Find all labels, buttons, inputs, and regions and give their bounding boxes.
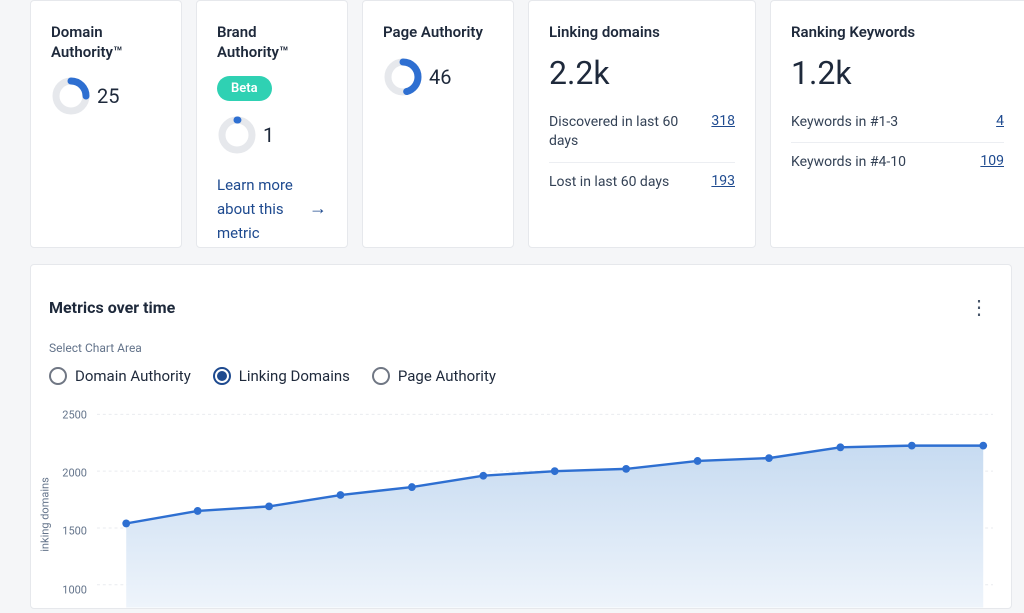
metrics-cards-row: Domain Authority™ 25 Brand Authority™ Be… xyxy=(0,0,1024,264)
metric-sub-row: Lost in last 60 days 193 xyxy=(549,163,735,203)
radio-icon xyxy=(213,367,231,385)
radio-icon xyxy=(49,367,67,385)
card-title: Page Authority xyxy=(383,23,493,43)
chart-svg xyxy=(97,403,993,608)
chart-radio-option[interactable]: Domain Authority xyxy=(49,367,191,385)
donut-chart xyxy=(51,76,91,116)
card-title: Brand Authority™ xyxy=(217,23,327,62)
y-tick-label: 1000 xyxy=(37,583,97,596)
sub-label: Keywords in #1-3 xyxy=(791,113,921,133)
sub-value-link[interactable]: 4 xyxy=(996,113,1004,129)
card-brand-authority: Brand Authority™ Beta 1 Learn more about… xyxy=(196,0,348,248)
donut-chart xyxy=(383,57,423,97)
panel-header: Metrics over time ⋮ xyxy=(49,291,993,323)
chart-radio-option[interactable]: Linking Domains xyxy=(213,367,350,385)
metric-value: 1.2k xyxy=(791,57,1004,89)
learn-more-text: Learn more about this metric xyxy=(217,173,295,245)
radio-icon xyxy=(372,367,390,385)
donut-metric: 46 xyxy=(383,57,493,97)
more-options-icon[interactable]: ⋮ xyxy=(965,291,993,323)
chart-selector: Domain Authority Linking Domains Page Auth… xyxy=(49,367,993,385)
metric-value: 25 xyxy=(97,84,119,108)
sub-label: Discovered in last 60 days xyxy=(549,113,679,152)
donut-chart xyxy=(217,115,257,155)
metric-sub-row: Keywords in #4-10 109 xyxy=(791,143,1004,183)
y-axis-label: inking domains xyxy=(39,477,52,552)
radio-label: Page Authority xyxy=(398,367,496,385)
select-chart-label: Select Chart Area xyxy=(49,341,993,355)
card-domain-authority: Domain Authority™ 25 xyxy=(30,0,182,248)
card-linking-domains: Linking domains 2.2k Discovered in last … xyxy=(528,0,756,248)
arrow-right-icon: → xyxy=(309,195,327,224)
chart-radio-option[interactable]: Page Authority xyxy=(372,367,496,385)
sub-label: Keywords in #4-10 xyxy=(791,153,921,173)
card-page-authority: Page Authority 46 xyxy=(362,0,514,248)
learn-more-link[interactable]: Learn more about this metric → xyxy=(217,173,327,245)
metric-value: 2.2k xyxy=(549,57,735,89)
card-title: Domain Authority™ xyxy=(51,23,161,62)
card-title: Ranking Keywords xyxy=(791,23,1004,43)
sub-value-link[interactable]: 109 xyxy=(980,153,1004,169)
metrics-over-time-panel: Metrics over time ⋮ Select Chart Area Do… xyxy=(30,264,1012,609)
metric-sub-row: Discovered in last 60 days 318 xyxy=(549,103,735,163)
sub-value-link[interactable]: 193 xyxy=(711,173,735,189)
panel-title: Metrics over time xyxy=(49,298,175,317)
radio-label: Domain Authority xyxy=(75,367,191,385)
card-ranking-keywords: Ranking Keywords 1.2k Keywords in #1-34K… xyxy=(770,0,1024,248)
metric-sub-row: Keywords in #1-3 4 xyxy=(791,103,1004,144)
radio-label: Linking Domains xyxy=(239,367,350,385)
sub-label: Lost in last 60 days xyxy=(549,173,679,193)
donut-metric: 1 xyxy=(217,115,327,155)
y-tick-label: 2000 xyxy=(37,467,97,480)
metric-value: 46 xyxy=(429,65,451,89)
y-tick-label: 1500 xyxy=(37,525,97,538)
beta-badge: Beta xyxy=(217,76,272,101)
card-title: Linking domains xyxy=(549,23,735,43)
y-tick-label: 2500 xyxy=(37,408,97,421)
metric-value: 1 xyxy=(263,123,274,147)
line-chart: inking domains 1000150020002500 xyxy=(49,403,993,613)
donut-metric: 25 xyxy=(51,76,161,116)
sub-value-link[interactable]: 318 xyxy=(711,113,735,129)
